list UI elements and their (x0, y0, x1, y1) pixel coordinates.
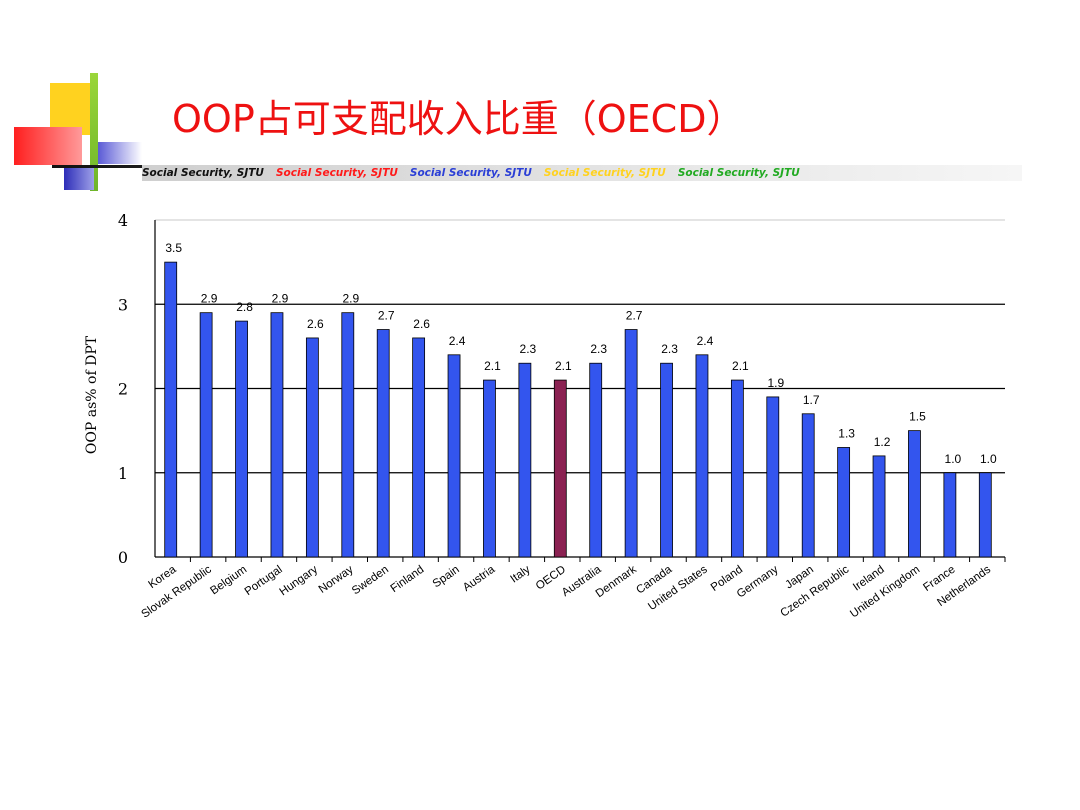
y-tick-label: 1 (118, 464, 128, 483)
ribbon-text: Social Security, SJTU (142, 167, 264, 179)
bar (447, 354, 461, 558)
data-label: 2.7 (378, 309, 395, 323)
data-label: 2.3 (661, 342, 678, 356)
data-label: 2.6 (307, 317, 324, 331)
bar (341, 312, 355, 558)
y-axis-label: OOP as% of DPT (84, 335, 100, 454)
data-label: 3.5 (165, 241, 182, 255)
data-label: 2.3 (590, 342, 607, 356)
bar (270, 312, 284, 558)
decor-blue-square (64, 168, 94, 190)
bar (730, 379, 744, 558)
data-label: 1.3 (838, 426, 855, 440)
plot-area (60, 205, 1010, 670)
data-label: 2.4 (449, 334, 466, 348)
bar (908, 430, 921, 558)
data-label: 1.0 (980, 452, 997, 466)
data-label: 2.7 (626, 309, 643, 323)
y-tick-label: 3 (118, 295, 128, 314)
data-label: 2.1 (732, 359, 749, 373)
data-label: 1.2 (874, 435, 891, 449)
bar (518, 362, 532, 558)
bar (695, 354, 709, 558)
y-tick-label: 2 (118, 380, 128, 399)
slide-title: OOP占可支配收入比重（OECD） (172, 97, 745, 141)
data-label: 2.9 (342, 292, 359, 306)
ribbon-text: Social Security, SJTU (275, 167, 398, 179)
data-label: 2.1 (555, 359, 572, 373)
ribbon-text: Social Security, SJTU (409, 167, 532, 179)
data-label: 1.7 (803, 393, 820, 407)
decor-red-square (14, 127, 82, 165)
bar (978, 472, 992, 558)
bar (376, 329, 390, 558)
bar (553, 379, 567, 558)
bar (766, 396, 780, 558)
data-label: 2.1 (484, 359, 501, 373)
decor-green-bar (90, 73, 98, 191)
data-label: 1.0 (945, 452, 962, 466)
data-label: 2.4 (697, 334, 714, 348)
y-tick-label: 4 (118, 211, 128, 230)
bar (872, 455, 886, 558)
bar (624, 329, 638, 558)
bar (943, 472, 957, 558)
bar (199, 312, 213, 558)
data-label: 2.8 (236, 300, 253, 314)
ribbon-text: Social Security, SJTU (677, 167, 800, 179)
ribbon-banner: Social Security, SJTU Social Security, SJ… (142, 165, 1022, 181)
data-label: 2.3 (520, 342, 537, 356)
decor-blue-fade (98, 142, 142, 164)
bar (305, 337, 319, 558)
data-label: 2.9 (272, 292, 289, 306)
bar (483, 379, 496, 558)
decor-yellow-square (50, 83, 95, 135)
data-label: 1.9 (767, 376, 784, 390)
bar (235, 320, 248, 558)
bar (660, 362, 673, 558)
ribbon-text: Social Security, SJTU (543, 167, 666, 179)
data-label: 2.6 (413, 317, 430, 331)
bar (164, 261, 178, 558)
y-tick-label: 0 (118, 548, 128, 567)
bar (589, 362, 603, 558)
data-label: 2.9 (201, 292, 218, 306)
data-label: 1.5 (909, 410, 926, 424)
bar (412, 337, 426, 558)
bar (837, 447, 851, 558)
bar (801, 413, 815, 558)
